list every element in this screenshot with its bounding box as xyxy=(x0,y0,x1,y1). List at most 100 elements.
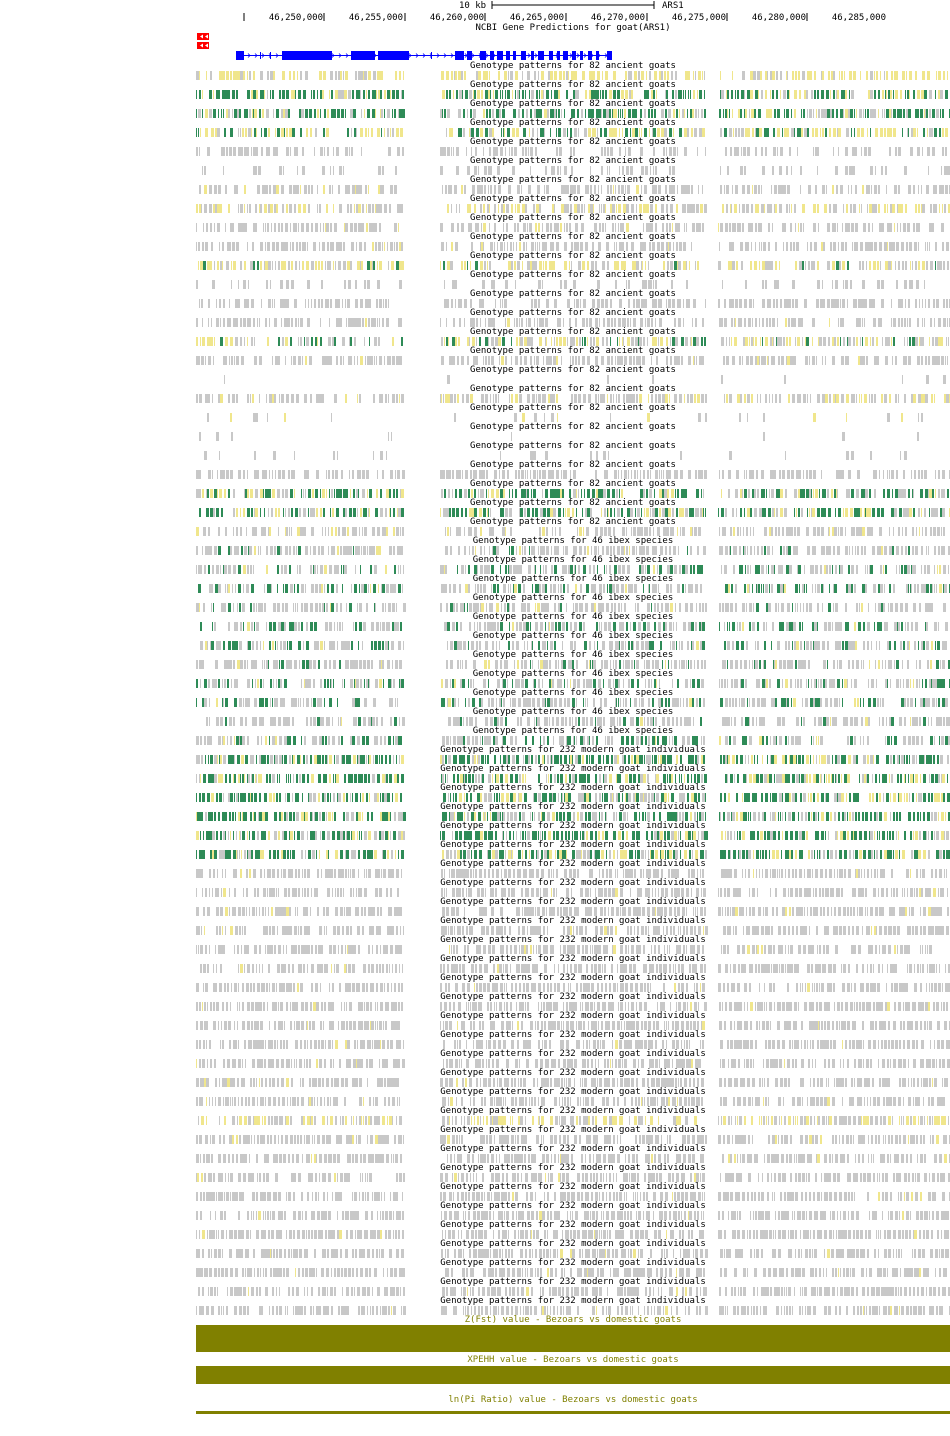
genotype-mark xyxy=(458,128,460,137)
genotype-mark xyxy=(597,565,598,574)
genotype-mark xyxy=(654,109,656,118)
genotype-mark xyxy=(226,261,229,270)
genotype-mark xyxy=(291,508,293,517)
genotype-mark xyxy=(320,109,321,118)
genotype-mark xyxy=(946,299,948,308)
genotype-mark xyxy=(576,299,579,308)
genotype-mark xyxy=(546,527,548,536)
genotype-mark xyxy=(214,622,216,631)
genotype-mark xyxy=(286,90,288,99)
gene-model-ARS1[interactable] xyxy=(236,51,612,60)
genotype-mark xyxy=(295,147,296,156)
genotype-mark xyxy=(209,261,212,270)
genotype-mark xyxy=(760,394,761,403)
genotype-mark xyxy=(823,337,826,346)
genotype-mark xyxy=(275,660,278,669)
genotype-mark xyxy=(521,603,524,612)
genotype-mark xyxy=(827,109,830,118)
genotype-mark xyxy=(671,280,673,289)
ibex-genotype-track[interactable]: Genotype patterns for 46 ibex speciesGen… xyxy=(196,535,950,745)
genotype-mark xyxy=(570,565,573,574)
genotype-mark xyxy=(481,394,484,403)
genotype-mark xyxy=(471,641,474,650)
genotype-mark xyxy=(288,508,290,517)
genotype-mark xyxy=(779,261,780,270)
genotype-mark xyxy=(869,565,870,574)
genotype-mark xyxy=(558,660,559,669)
genotype-mark xyxy=(743,147,746,156)
genotype-mark xyxy=(612,204,615,213)
genotype-mark xyxy=(659,299,662,308)
genotype-mark xyxy=(465,90,468,99)
genotype-mark xyxy=(500,90,501,99)
genotype-mark xyxy=(508,565,509,574)
genotype-mark xyxy=(666,147,667,156)
base-position-ruler[interactable]: 10 kb ARS1 46,250,000 46,255,000 46,260,00… xyxy=(243,1,886,23)
genotype-mark xyxy=(241,223,244,232)
strand-marker-icon[interactable] xyxy=(197,33,209,49)
genotype-mark xyxy=(239,470,241,479)
genotype-mark xyxy=(444,109,446,118)
genotype-mark xyxy=(380,109,381,118)
genotype-mark xyxy=(364,71,367,80)
genotype-mark xyxy=(911,394,913,403)
genotype-mark xyxy=(841,318,844,327)
genotype-mark xyxy=(339,660,341,669)
genotype-mark xyxy=(764,489,765,498)
genotype-mark xyxy=(653,147,655,156)
genotype-mark xyxy=(771,261,773,270)
genotype-mark xyxy=(681,185,683,194)
genotype-mark xyxy=(909,90,910,99)
genotype-mark xyxy=(468,565,470,574)
genotype-mark xyxy=(921,584,923,593)
genotype-mark xyxy=(447,641,448,650)
gene-prediction-track[interactable]: NCBI Gene Predictions for goat(ARS1) xyxy=(197,23,671,60)
genotype-mark xyxy=(859,204,860,213)
genotype-mark xyxy=(645,280,647,289)
genotype-mark xyxy=(388,261,389,270)
genotype-mark xyxy=(920,489,923,498)
genotype-mark xyxy=(900,223,901,232)
genotype-mark xyxy=(491,356,494,365)
genotype-mark xyxy=(839,565,840,574)
genotype-mark xyxy=(812,584,813,593)
genotype-mark xyxy=(447,546,448,555)
genotype-mark xyxy=(786,204,788,213)
genotype-mark xyxy=(552,261,555,270)
genotype-mark xyxy=(459,489,462,498)
genotype-mark xyxy=(798,71,800,80)
genotype-mark xyxy=(733,527,735,536)
genotype-mark xyxy=(470,394,473,403)
genotype-mark xyxy=(227,660,229,669)
genotype-mark xyxy=(732,109,733,118)
genotype-mark xyxy=(925,603,928,612)
genotype-mark xyxy=(551,546,552,555)
genotype-mark xyxy=(578,489,579,498)
genotype-mark xyxy=(644,90,647,99)
genotype-mark xyxy=(798,223,799,232)
genotype-mark xyxy=(287,128,288,137)
genotype-mark xyxy=(752,584,753,593)
genotype-mark xyxy=(752,318,753,327)
genotype-mark xyxy=(595,356,598,365)
genotype-mark xyxy=(323,223,324,232)
genotype-mark xyxy=(276,185,279,194)
genotype-mark xyxy=(614,603,616,612)
genotype-mark xyxy=(878,109,879,118)
genotype-mark xyxy=(845,508,848,517)
genotype-mark xyxy=(915,622,918,631)
genotype-mark xyxy=(745,280,747,289)
genotype-mark xyxy=(662,223,664,232)
genotype-mark xyxy=(898,527,900,536)
genotype-mark xyxy=(526,489,527,498)
genotype-mark xyxy=(692,223,695,232)
genotype-mark xyxy=(516,565,519,574)
genotype-mark xyxy=(786,546,788,555)
genotype-mark xyxy=(786,242,788,251)
genotype-mark xyxy=(921,394,922,403)
genotype-mark xyxy=(670,261,671,270)
genotype-mark xyxy=(597,71,600,80)
ancient-goats-genotype-track[interactable]: Genotype patterns for 82 ancient goatsGe… xyxy=(196,60,950,536)
genotype-mark xyxy=(206,223,208,232)
